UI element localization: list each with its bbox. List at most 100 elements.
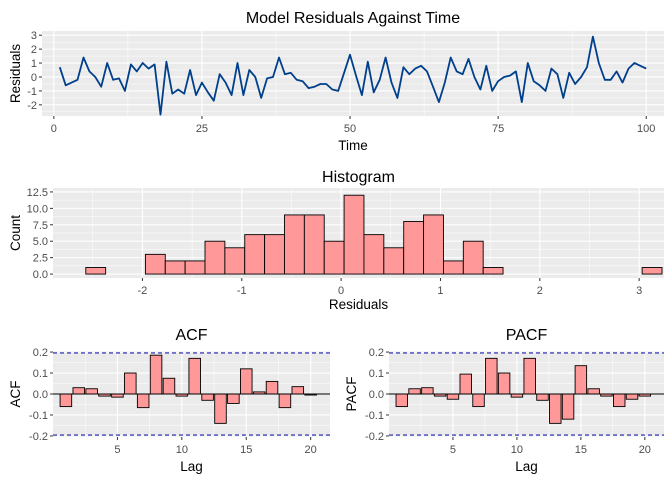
- pacf-bar: [472, 393, 485, 408]
- y-tick-label: -0.2: [29, 431, 48, 443]
- acf-bar: [149, 354, 163, 395]
- histogram-bar: [264, 234, 285, 275]
- acf-bar: [188, 357, 201, 395]
- histogram-bar: [462, 240, 484, 275]
- x-tick-label: 25: [196, 123, 208, 135]
- x-tick-label: 15: [575, 444, 587, 456]
- pacf-bar: [587, 388, 600, 395]
- x-axis-label: Time: [338, 138, 368, 153]
- x-tick-label: 15: [240, 444, 252, 456]
- x-tick-label: 50: [344, 123, 356, 135]
- x-tick-label: 20: [305, 444, 317, 456]
- x-tick-label: -1: [237, 285, 247, 297]
- y-tick-label: 0.0: [33, 269, 48, 281]
- y-tick-label: 0.2: [33, 347, 48, 359]
- y-tick-label: 7.5: [33, 220, 48, 232]
- histogram-bar: [204, 240, 226, 275]
- y-tick-label: 0.1: [33, 368, 48, 380]
- y-tick-label: 12.5: [27, 187, 48, 199]
- y-tick-label: -1: [27, 86, 37, 98]
- x-tick-label: 100: [637, 123, 655, 135]
- histogram-bar: [164, 260, 186, 275]
- pacf-bar: [625, 393, 639, 400]
- acf-bar: [227, 393, 240, 404]
- y-tick-label: -2: [27, 100, 37, 112]
- pacf-bar: [561, 393, 575, 420]
- x-tick-label: 0: [51, 123, 57, 135]
- x-tick-label: -2: [138, 285, 148, 297]
- x-tick-label: 20: [639, 444, 651, 456]
- pacf-bar: [574, 365, 588, 395]
- histogram-bar: [85, 267, 107, 275]
- acf-bar: [201, 393, 214, 401]
- y-tick-label: 0.2: [369, 347, 384, 359]
- histogram-title: Histogram: [322, 169, 395, 186]
- acf-bar: [72, 387, 86, 395]
- acf-plot: 5 10 15 20 -0.2 -0.1 0.0 0.1 0.2 ACF Lag ACF: [8, 327, 330, 474]
- x-axis-label: Lag: [515, 459, 538, 474]
- y-tick-label: 5.0: [33, 236, 48, 248]
- histogram-bar: [184, 260, 206, 275]
- y-tick-label: 0: [31, 72, 37, 84]
- y-tick-label: -0.2: [365, 431, 384, 443]
- pacf-plot: 5 10 15 20 -0.2 -0.1 0.0 0.1 0.2 PACF Lag PACF: [344, 327, 664, 474]
- acf-bar: [85, 388, 98, 395]
- histogram-bar: [343, 194, 365, 275]
- y-tick-label: 0.0: [33, 389, 48, 401]
- acf-title: ACF: [176, 327, 208, 344]
- x-axis-label: Residuals: [329, 297, 389, 312]
- y-axis-label: PACF: [344, 376, 359, 411]
- y-tick-label: 2.5: [33, 253, 48, 265]
- histogram-bar: [363, 234, 385, 275]
- residual-series-line: [58, 35, 647, 116]
- pacf-bar: [497, 372, 511, 395]
- pacf-bar: [459, 373, 472, 395]
- histogram-bar: [144, 253, 166, 275]
- panel-background: [42, 31, 664, 116]
- x-tick-label: 10: [511, 444, 523, 456]
- acf-bar: [162, 377, 176, 395]
- pacf-title: PACF: [506, 327, 548, 344]
- y-tick-label: -0.1: [29, 410, 48, 422]
- histogram-bar: [224, 247, 246, 275]
- pacf-bar: [421, 387, 434, 395]
- residuals-title: Model Residuals Against Time: [246, 10, 460, 27]
- acf-bar: [278, 393, 292, 409]
- x-tick-label: 3: [636, 285, 642, 297]
- y-axis-label: ACF: [8, 381, 23, 408]
- acf-bar: [214, 393, 227, 424]
- pacf-bar: [395, 393, 408, 408]
- y-tick-label: 2: [31, 44, 37, 56]
- y-tick-label: 1: [31, 58, 37, 70]
- x-tick-label: 1: [437, 285, 443, 297]
- histogram-bar: [641, 267, 663, 275]
- pacf-bar: [446, 393, 460, 400]
- pacf-bar: [536, 393, 549, 401]
- histogram-bar: [323, 240, 345, 275]
- x-tick-label: 0: [338, 285, 344, 297]
- acf-bar: [59, 393, 73, 408]
- residuals-histogram: -2 -1 0 1 2 3 0.0 2.5 5.0 7.5 10.0 12.5 Histogram Res…: [8, 169, 664, 312]
- histogram-bar: [303, 214, 325, 275]
- acf-bar: [265, 380, 279, 395]
- histogram-bar: [423, 214, 444, 275]
- pacf-bar: [549, 393, 562, 424]
- histogram-bar: [244, 234, 266, 275]
- x-tick-label: 10: [176, 444, 188, 456]
- y-axis-label: Count: [8, 215, 23, 251]
- histogram-bar: [383, 247, 405, 275]
- acf-bar: [136, 393, 150, 409]
- residuals-time-plot: 0 25 50 75 100 -2 -1 0 1 2 3 Model Residuals Agains…: [8, 10, 664, 153]
- histogram-bar: [482, 267, 504, 275]
- x-tick-label: 2: [537, 285, 543, 297]
- acf-bar: [291, 386, 305, 395]
- pacf-bar: [408, 388, 421, 395]
- pacf-bar: [485, 357, 498, 395]
- x-tick-label: 5: [114, 444, 120, 456]
- x-tick-label: 75: [492, 123, 504, 135]
- pacf-bar: [523, 357, 536, 395]
- pacf-bar: [613, 393, 626, 408]
- histogram-bar: [442, 260, 464, 275]
- y-axis-label: Residuals: [8, 44, 23, 104]
